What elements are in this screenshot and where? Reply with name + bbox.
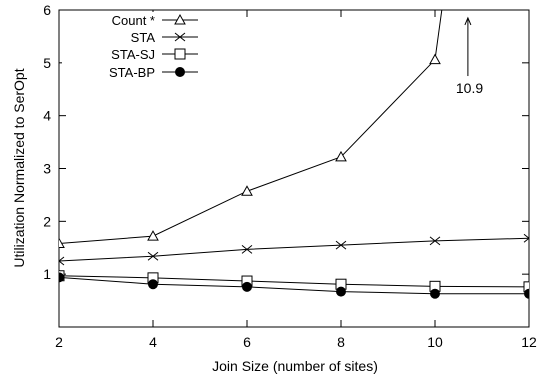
annotation-arrowhead (464, 16, 472, 26)
x-tick-label: 4 (149, 334, 157, 350)
data-point (523, 281, 529, 293)
legend-label: STA-SJ (111, 47, 155, 62)
y-tick-label: 5 (43, 55, 51, 71)
y-axis-label: Utilization Normalized to SerOpt (11, 68, 27, 267)
x-tick-label: 12 (521, 334, 537, 350)
legend-marker (174, 32, 186, 42)
data-point (336, 286, 346, 297)
y-tick-label: 2 (43, 213, 51, 229)
legend-label: Count * (112, 13, 155, 28)
series-line (59, 276, 529, 295)
data-point (430, 288, 440, 299)
data-point (147, 230, 159, 241)
data-point (59, 256, 65, 266)
data-point (335, 150, 347, 162)
x-tick-label: 8 (337, 334, 345, 350)
data-point (429, 236, 441, 246)
y-tick-label: 6 (43, 2, 51, 18)
series-line (59, 10, 443, 245)
legend-label: STA-BP (109, 65, 155, 80)
y-tick-label: 1 (43, 266, 51, 282)
data-point (241, 244, 253, 254)
data-point (524, 288, 529, 299)
data-point (241, 185, 253, 196)
data-point (242, 281, 252, 292)
x-tick-label: 2 (55, 334, 63, 350)
y-tick-label: 3 (43, 161, 51, 177)
series-square (59, 270, 529, 293)
legend-marker (174, 48, 186, 60)
data-point (523, 233, 529, 243)
series-filled-circle (59, 272, 529, 299)
series-line (59, 275, 529, 288)
data-point (59, 272, 64, 283)
x-axis-label: Join Size (number of sites) (212, 358, 378, 374)
data-point (429, 53, 441, 65)
series-triangle (59, 10, 443, 249)
legend-label: STA (131, 30, 156, 45)
data-point (147, 251, 159, 261)
x-tick-label: 6 (243, 334, 251, 350)
y-tick-label: 4 (43, 108, 51, 124)
annotation-label: 10.9 (456, 80, 483, 96)
data-point (335, 240, 347, 250)
series-line (59, 237, 529, 262)
series-layer (59, 10, 529, 299)
legend: Count * STA STA-SJ STA-BP (62, 12, 202, 87)
data-point (59, 237, 65, 249)
data-point (148, 279, 158, 290)
legend-marker (175, 67, 185, 77)
series-cross (59, 233, 529, 266)
annotation-layer: 10.9 (456, 16, 483, 96)
x-tick-label: 10 (427, 334, 443, 350)
legend-marker (174, 13, 186, 25)
